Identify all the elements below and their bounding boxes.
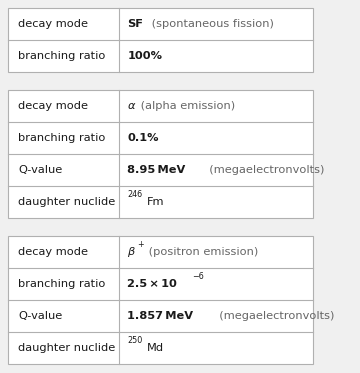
Text: decay mode: decay mode — [18, 19, 88, 29]
Bar — [8, 90, 313, 218]
Text: (spontaneous fission): (spontaneous fission) — [148, 19, 274, 29]
Text: +: + — [137, 241, 143, 250]
Text: 0.1%: 0.1% — [127, 133, 159, 143]
Text: 246: 246 — [127, 191, 143, 200]
Text: daughter nuclide: daughter nuclide — [18, 197, 115, 207]
Text: α: α — [127, 101, 135, 111]
Text: 1.857 MeV: 1.857 MeV — [127, 311, 193, 321]
Text: Md: Md — [147, 343, 164, 353]
Text: decay mode: decay mode — [18, 247, 88, 257]
Text: Fm: Fm — [147, 197, 165, 207]
Text: 250: 250 — [127, 336, 143, 345]
Text: β: β — [127, 247, 135, 257]
Text: Q-value: Q-value — [18, 165, 62, 175]
Bar — [8, 236, 313, 364]
Text: 100%: 100% — [127, 51, 162, 61]
Text: Q-value: Q-value — [18, 311, 62, 321]
Text: branching ratio: branching ratio — [18, 51, 105, 61]
Bar — [8, 8, 313, 72]
Text: 2.5 × 10: 2.5 × 10 — [127, 279, 177, 289]
Text: (megaelectronvolts): (megaelectronvolts) — [212, 311, 335, 321]
Text: (megaelectronvolts): (megaelectronvolts) — [202, 165, 325, 175]
Text: −6: −6 — [192, 272, 203, 282]
Text: decay mode: decay mode — [18, 101, 88, 111]
Text: branching ratio: branching ratio — [18, 133, 105, 143]
Text: (positron emission): (positron emission) — [145, 247, 258, 257]
Text: SF: SF — [127, 19, 143, 29]
Text: branching ratio: branching ratio — [18, 279, 105, 289]
Text: 8.95 MeV: 8.95 MeV — [127, 165, 185, 175]
Text: daughter nuclide: daughter nuclide — [18, 343, 115, 353]
Text: (alpha emission): (alpha emission) — [137, 101, 235, 111]
